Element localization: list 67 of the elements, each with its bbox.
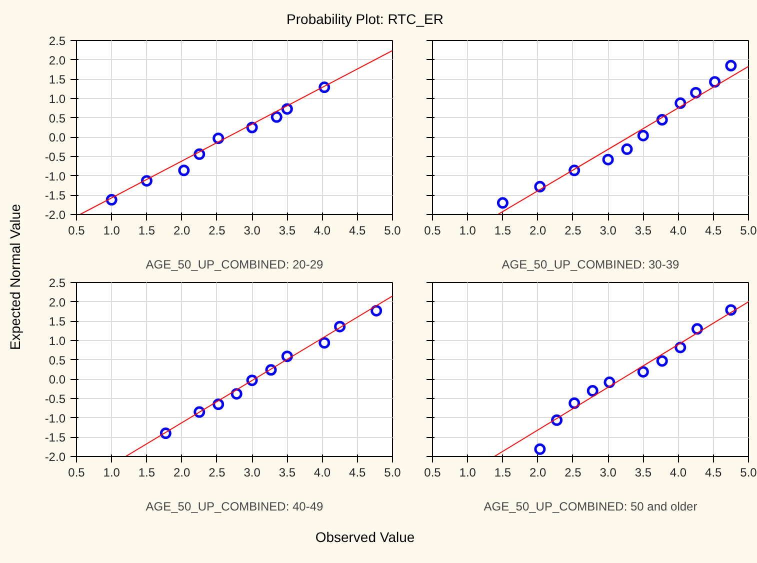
y-tick-label: -1.5 — [44, 188, 66, 203]
y-tick-label: -2.0 — [44, 208, 66, 222]
x-tick-label: 3.5 — [634, 466, 652, 480]
y-tick-label: -0.5 — [44, 392, 66, 406]
x-tick-label: 1.0 — [103, 466, 120, 480]
x-axis-title: Observed Value — [315, 528, 415, 547]
y-tick-label: -1.0 — [44, 411, 66, 426]
y-tick-label: -1.0 — [44, 169, 66, 184]
x-tick-label: 0.5 — [424, 466, 442, 480]
x-tick-label: 3.5 — [634, 224, 652, 238]
y-tick-label: 1.0 — [48, 334, 66, 348]
y-tick-label: 0.5 — [48, 353, 66, 368]
y-tick-label: 1.0 — [48, 92, 66, 106]
x-tick-label: 3.0 — [600, 466, 617, 480]
x-tick-label: 5.0 — [384, 466, 402, 480]
y-tick-label: -0.5 — [44, 150, 66, 164]
y-tick-label: 1.5 — [48, 72, 66, 87]
y-tick-label: 2.5 — [48, 34, 66, 48]
y-tick-label: 2.0 — [48, 53, 66, 68]
x-tick-label: 3.0 — [600, 224, 617, 238]
x-tick-label: 3.0 — [244, 466, 261, 480]
x-tick-label: 0.5 — [68, 224, 86, 238]
x-tick-label: 2.5 — [564, 224, 582, 238]
x-tick-label: 4.0 — [314, 224, 331, 238]
x-tick-label: 4.0 — [670, 466, 687, 480]
x-tick-label: 0.5 — [424, 224, 442, 238]
text: AGE_50_UP_COMBINED: 40-49 — [146, 500, 324, 514]
x-tick-label: 2.0 — [173, 466, 190, 480]
x-tick-label: 4.5 — [349, 224, 366, 238]
y-tick-label: 2.0 — [48, 295, 66, 310]
x-tick-label: 3.0 — [244, 224, 261, 238]
x-tick-label: 3.5 — [278, 466, 296, 480]
x-tick-label: 2.0 — [529, 224, 546, 238]
x-tick-label: 1.5 — [138, 224, 156, 238]
x-tick-label: 1.0 — [459, 224, 476, 238]
x-tick-label: 4.5 — [705, 224, 722, 238]
x-tick-label: 5.0 — [740, 466, 757, 480]
chart-title: Probability Plot: RTC_ER — [286, 10, 444, 29]
x-tick-label: 1.0 — [103, 224, 120, 238]
x-tick-label: 4.5 — [349, 466, 366, 480]
x-tick-label: 2.5 — [208, 466, 226, 480]
y-axis-title: Expected Normal Value — [6, 204, 24, 350]
x-tick-label: 1.5 — [494, 224, 512, 238]
y-tick-label: -1.5 — [44, 430, 66, 445]
x-tick-label: 5.0 — [740, 224, 757, 238]
y-tick-label: 1.5 — [48, 314, 66, 329]
x-tick-label: 0.5 — [68, 466, 86, 480]
x-tick-label: 4.5 — [705, 466, 722, 480]
x-tick-label: 4.0 — [314, 466, 331, 480]
x-tick-label: 5.0 — [384, 224, 402, 238]
x-tick-label: 1.5 — [138, 466, 156, 480]
y-tick-label: 0.5 — [48, 111, 66, 126]
y-tick-label: 2.5 — [48, 276, 66, 290]
y-tick-label: 0.0 — [48, 372, 66, 387]
y-tick-label: -2.0 — [44, 450, 66, 464]
x-tick-label: 4.0 — [670, 224, 687, 238]
text: AGE_50_UP_COMBINED: 50 and older — [484, 500, 698, 514]
x-tick-label: 2.0 — [529, 466, 546, 480]
x-tick-label: 2.0 — [173, 224, 190, 238]
text: AGE_50_UP_COMBINED: 20-29 — [146, 258, 324, 272]
text: AGE_50_UP_COMBINED: 30-39 — [502, 258, 680, 272]
x-tick-label: 3.5 — [278, 224, 296, 238]
x-tick-label: 1.5 — [494, 466, 512, 480]
x-tick-label: 2.5 — [564, 466, 582, 480]
x-tick-label: 1.0 — [459, 466, 476, 480]
y-tick-label: 0.0 — [48, 130, 66, 145]
x-tick-label: 2.5 — [208, 224, 226, 238]
